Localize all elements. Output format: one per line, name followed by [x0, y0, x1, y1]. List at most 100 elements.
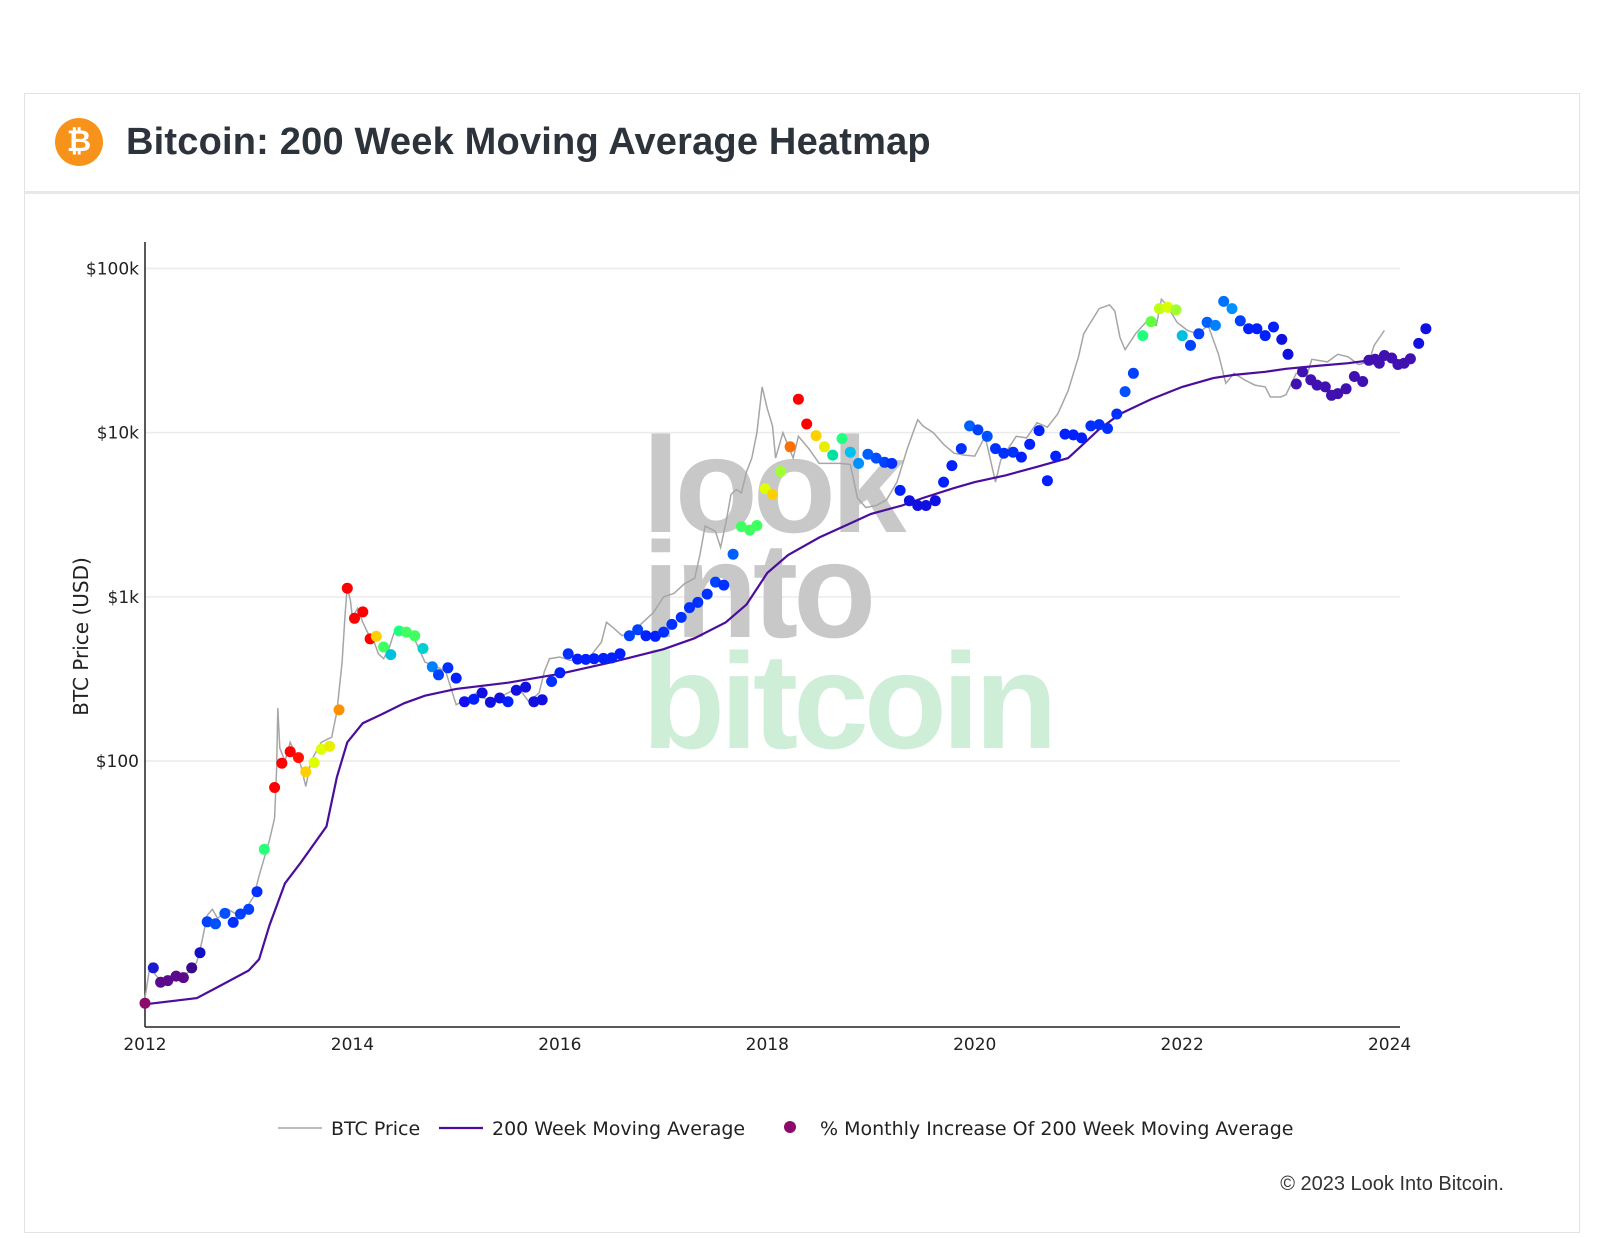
heatmap-point[interactable]: [1332, 388, 1344, 400]
heatmap-point[interactable]: [684, 602, 695, 614]
heatmap-point[interactable]: [955, 443, 967, 455]
heatmap-point[interactable]: [1162, 301, 1174, 313]
heatmap-point[interactable]: [632, 624, 644, 636]
heatmap-point[interactable]: [597, 652, 609, 664]
heatmap-point[interactable]: [1041, 475, 1053, 487]
heatmap-point[interactable]: [1420, 323, 1432, 335]
heatmap-point[interactable]: [1119, 386, 1131, 398]
heatmap-point[interactable]: [1251, 323, 1263, 335]
heatmap-point[interactable]: [308, 757, 320, 768]
heatmap-point[interactable]: [894, 484, 906, 496]
heatmap-point[interactable]: [1243, 323, 1255, 335]
heatmap-point[interactable]: [1259, 330, 1271, 342]
heatmap-point[interactable]: [1226, 303, 1238, 315]
heatmap-point[interactable]: [1059, 428, 1071, 440]
heatmap-point[interactable]: [718, 579, 730, 591]
heatmap-point[interactable]: [370, 630, 382, 642]
heatmap-point[interactable]: [476, 687, 488, 699]
heatmap-point[interactable]: [990, 443, 1001, 455]
heatmap-point[interactable]: [1067, 429, 1079, 441]
heatmap-point[interactable]: [1007, 446, 1019, 458]
heatmap-point[interactable]: [417, 643, 429, 654]
heatmap-point[interactable]: [588, 653, 600, 665]
heatmap-point[interactable]: [886, 457, 898, 469]
heatmap-point[interactable]: [357, 606, 369, 618]
heatmap-point[interactable]: [341, 582, 353, 594]
heatmap-point[interactable]: [649, 630, 661, 642]
heatmap-point[interactable]: [938, 476, 950, 488]
heatmap-point[interactable]: [300, 766, 312, 778]
heatmap-point[interactable]: [1176, 330, 1188, 342]
heatmap-point[interactable]: [1201, 316, 1213, 328]
heatmap-point[interactable]: [1024, 438, 1036, 450]
heatmap-point[interactable]: [426, 661, 438, 673]
legend[interactable]: BTC Price 200 Week Moving Average % Monthl…: [278, 1118, 1293, 1140]
heatmap-point[interactable]: [1234, 315, 1246, 327]
heatmap-point[interactable]: [710, 576, 721, 588]
heatmap-point[interactable]: [972, 424, 984, 436]
heatmap-point[interactable]: [1185, 339, 1196, 351]
heatmap-point[interactable]: [1193, 328, 1205, 340]
heatmap-point[interactable]: [1319, 381, 1331, 393]
heatmap-point[interactable]: [251, 886, 263, 898]
heatmap-point[interactable]: [1276, 333, 1288, 345]
heatmap-point[interactable]: [666, 618, 678, 630]
heatmap-point[interactable]: [775, 466, 787, 477]
heatmap-point[interactable]: [442, 662, 454, 674]
heatmap-point[interactable]: [580, 653, 592, 665]
heatmap-point[interactable]: [194, 947, 206, 959]
heatmap-point[interactable]: [929, 495, 941, 507]
heatmap-point[interactable]: [920, 500, 932, 511]
heatmap-point[interactable]: [186, 962, 198, 974]
heatmap-point[interactable]: [450, 672, 462, 684]
heatmap-point[interactable]: [606, 652, 618, 664]
heatmap-point[interactable]: [903, 495, 915, 507]
heatmap-point[interactable]: [964, 420, 976, 432]
heatmap-point[interactable]: [385, 649, 397, 661]
heatmap-point[interactable]: [862, 448, 874, 460]
heatmap-point[interactable]: [269, 782, 281, 793]
heatmap-point[interactable]: [810, 430, 822, 442]
heatmap-point[interactable]: [870, 452, 882, 464]
heatmap-point[interactable]: [623, 630, 635, 642]
heatmap-point[interactable]: [946, 460, 958, 472]
heatmap-point[interactable]: [658, 626, 670, 638]
heatmap-point[interactable]: [912, 500, 924, 511]
heatmap-point[interactable]: [1404, 353, 1416, 365]
heatmap-point[interactable]: [510, 684, 522, 696]
heatmap-point[interactable]: [1050, 450, 1062, 462]
heatmap-point[interactable]: [981, 430, 993, 442]
heatmap-point[interactable]: [276, 757, 288, 769]
heatmap-point[interactable]: [234, 908, 246, 920]
heatmap-point[interactable]: [400, 626, 412, 638]
heatmap-point[interactable]: [139, 997, 151, 1009]
heatmap-point[interactable]: [998, 447, 1010, 459]
heatmap-point[interactable]: [1015, 451, 1027, 463]
heatmap-point[interactable]: [1170, 304, 1182, 316]
heatmap-point[interactable]: [836, 433, 848, 445]
heatmap-point[interactable]: [562, 648, 574, 660]
heatmap-point[interactable]: [227, 916, 239, 928]
heatmap-point[interactable]: [614, 648, 626, 660]
heatmap-point[interactable]: [701, 588, 713, 600]
heatmap-point[interactable]: [324, 740, 336, 752]
heatmap-point[interactable]: [162, 975, 174, 987]
heatmap-point[interactable]: [520, 681, 532, 693]
heatmap-point[interactable]: [484, 696, 496, 708]
heatmap-point[interactable]: [177, 972, 189, 984]
heatmap-point[interactable]: [827, 449, 839, 461]
heatmap-point[interactable]: [243, 903, 255, 915]
heatmap-point[interactable]: [675, 611, 687, 623]
heatmap-point[interactable]: [1076, 432, 1088, 444]
heatmap-point[interactable]: [692, 596, 704, 608]
heatmap-point[interactable]: [751, 520, 763, 531]
heatmap-point[interactable]: [433, 669, 444, 681]
heatmap-point[interactable]: [1290, 378, 1302, 390]
heatmap-point[interactable]: [1340, 383, 1352, 395]
heatmap-point[interactable]: [640, 630, 652, 642]
heatmap-point[interactable]: [844, 446, 856, 458]
heatmap-point[interactable]: [1137, 330, 1149, 342]
heatmap-point[interactable]: [201, 916, 213, 928]
heatmap-point[interactable]: [528, 696, 540, 708]
heatmap-point[interactable]: [293, 752, 304, 764]
